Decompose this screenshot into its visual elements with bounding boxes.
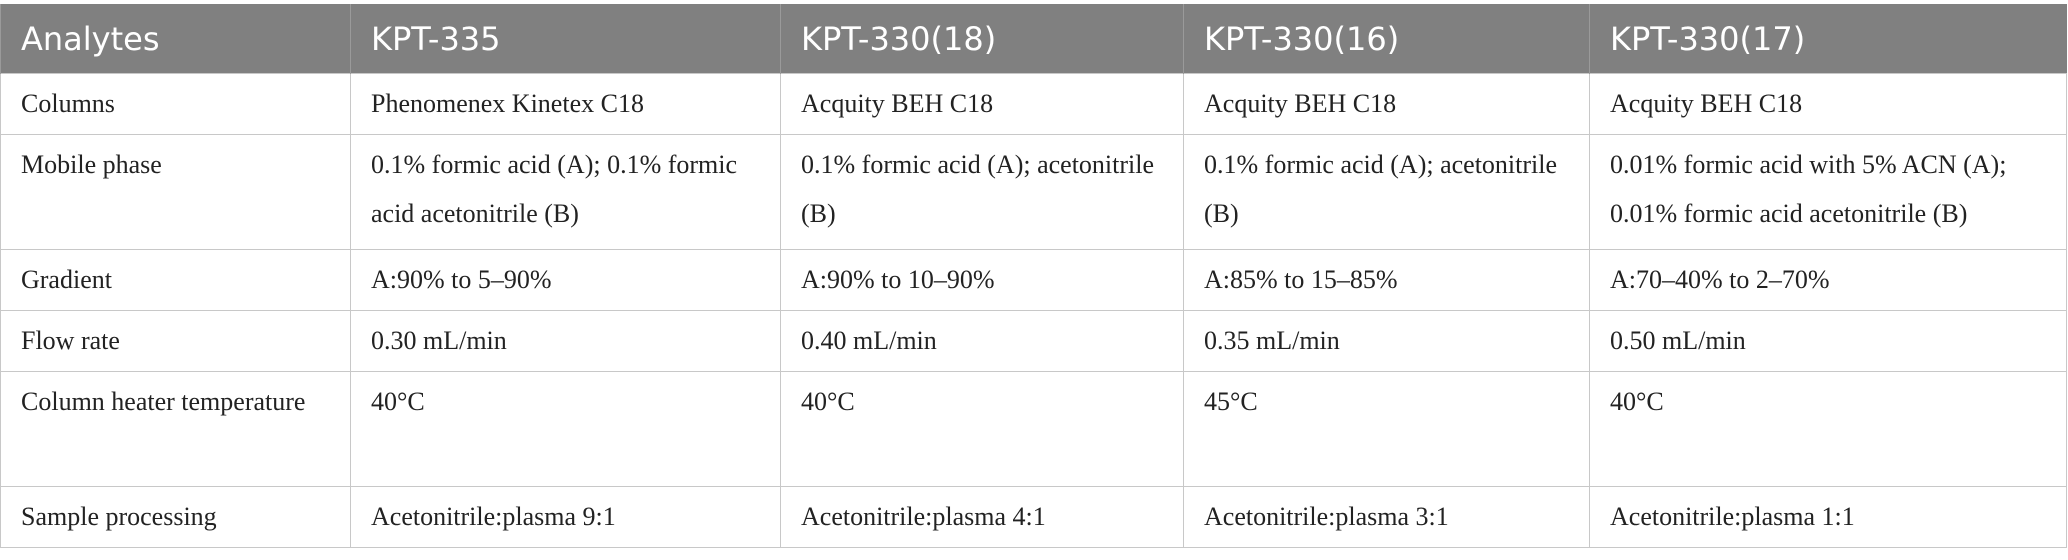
table-cell: 40°C: [350, 371, 781, 487]
header-cell: KPT-330(18): [780, 4, 1184, 74]
row-label: Sample processing: [0, 486, 351, 548]
table-header: Analytes KPT-335 KPT-330(18) KPT-330(16) KPT…: [0, 4, 2067, 74]
table-cell: 0.50 mL/min: [1589, 310, 2067, 372]
table-row: Column heater temperature 40°C 40°C 45°C 40°…: [0, 371, 2067, 487]
header-cell: KPT-335: [350, 4, 781, 74]
table-row: Sample processing Acetonitrile:plasma 9:1…: [0, 486, 2067, 548]
table-cell: 40°C: [1589, 371, 2067, 487]
table-cell: Acquity BEH C18: [1589, 73, 2067, 135]
row-label: Mobile phase: [0, 134, 351, 250]
table-cell: 0.01% formic acid with 5% ACN (A); 0.01%…: [1589, 134, 2067, 250]
table-cell: Acetonitrile:plasma 1:1: [1589, 486, 2067, 548]
table-row: Mobile phase 0.1% formic acid (A); 0.1% f…: [0, 134, 2067, 250]
table-cell: 0.1% formic acid (A); acetonitrile (B): [1183, 134, 1590, 250]
table-cell: Acetonitrile:plasma 9:1: [350, 486, 781, 548]
data-table: Analytes KPT-335 KPT-330(18) KPT-330(16) KPT…: [0, 4, 2067, 548]
row-label: Columns: [0, 73, 351, 135]
row-label: Gradient: [0, 249, 351, 311]
table-cell: 40°C: [780, 371, 1184, 487]
table-row: Flow rate 0.30 mL/min 0.40 mL/min 0.35 mL/m…: [0, 310, 2067, 372]
row-label: Column heater temperature: [0, 371, 351, 487]
table-cell: 0.30 mL/min: [350, 310, 781, 372]
row-label: Flow rate: [0, 310, 351, 372]
table-cell: Phenomenex Kinetex C18: [350, 73, 781, 135]
table-row: Gradient A:90% to 5–90% A:90% to 10–90% A:8…: [0, 249, 2067, 311]
header-cell: KPT-330(17): [1589, 4, 2067, 74]
table-cell: A:85% to 15–85%: [1183, 249, 1590, 311]
header-cell: Analytes: [0, 4, 351, 74]
table-cell: 0.1% formic acid (A); acetonitrile (B): [780, 134, 1184, 250]
table-cell: A:70–40% to 2–70%: [1589, 249, 2067, 311]
table-cell: Acquity BEH C18: [1183, 73, 1590, 135]
header-row: Analytes KPT-335 KPT-330(18) KPT-330(16) KPT…: [0, 4, 2067, 74]
table-cell: Acetonitrile:plasma 3:1: [1183, 486, 1590, 548]
table-cell: A:90% to 10–90%: [780, 249, 1184, 311]
table-cell: 0.1% formic acid (A); 0.1% formic acid a…: [350, 134, 781, 250]
table-cell: Acquity BEH C18: [780, 73, 1184, 135]
table-cell: 0.35 mL/min: [1183, 310, 1590, 372]
table-row: Columns Phenomenex Kinetex C18 Acquity BEH…: [0, 73, 2067, 135]
table-body: Columns Phenomenex Kinetex C18 Acquity BEH…: [0, 73, 2067, 548]
table-cell: 0.40 mL/min: [780, 310, 1184, 372]
table-cell: Acetonitrile:plasma 4:1: [780, 486, 1184, 548]
header-cell: KPT-330(16): [1183, 4, 1590, 74]
table-cell: A:90% to 5–90%: [350, 249, 781, 311]
table-cell: 45°C: [1183, 371, 1590, 487]
